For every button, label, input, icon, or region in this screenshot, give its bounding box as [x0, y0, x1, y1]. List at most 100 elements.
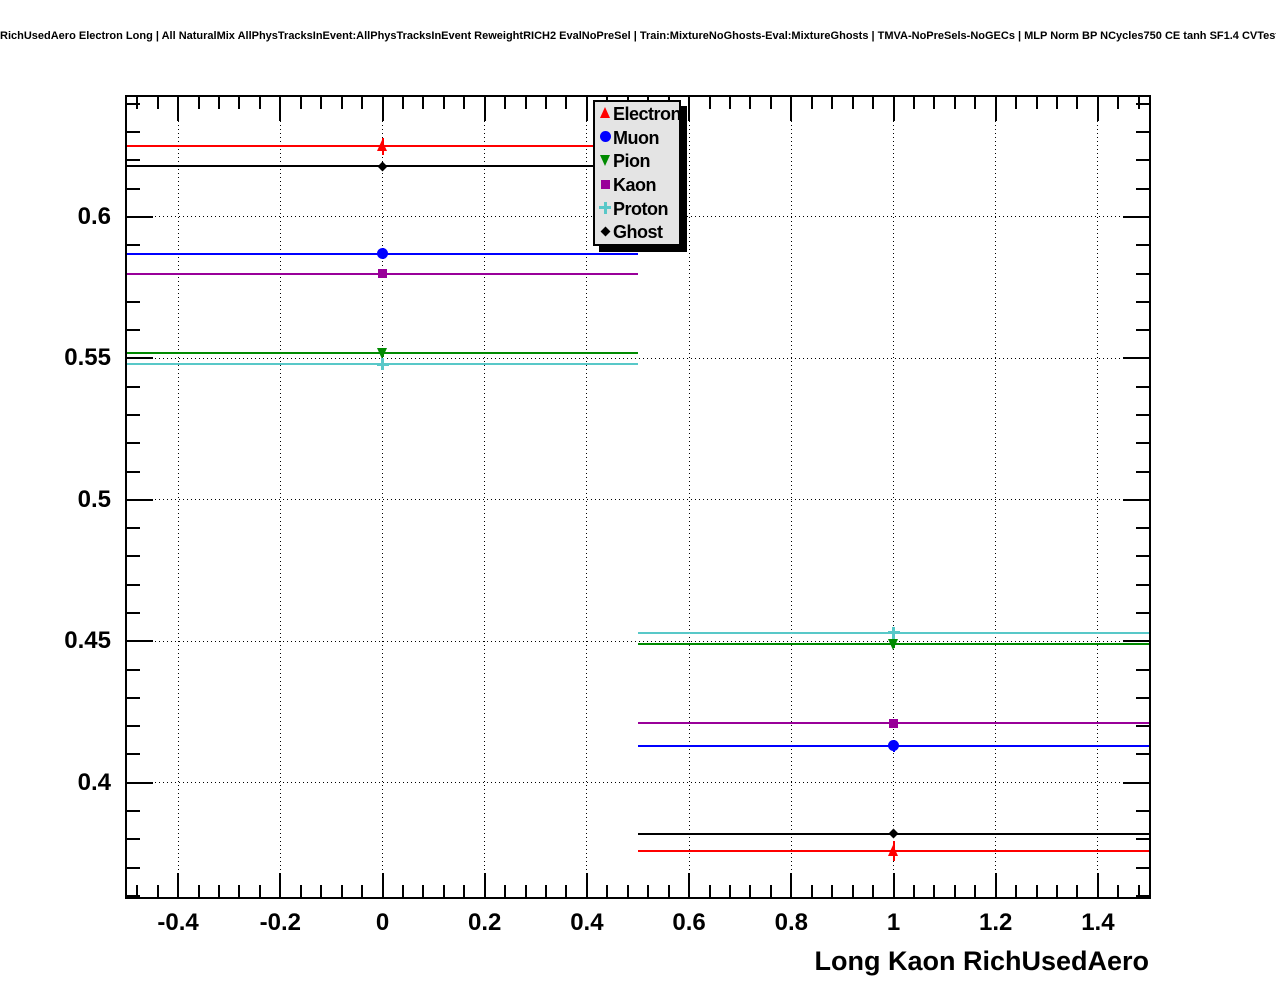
x-tick-minor [299, 885, 302, 897]
x-tick-minor [728, 885, 731, 897]
gridline-y [127, 357, 1149, 359]
y-tick-minor [1136, 838, 1149, 841]
x-tick-minor [238, 885, 241, 897]
legend-label-kaon: Kaon [613, 174, 657, 195]
gridline-x [995, 97, 997, 897]
x-tick-minor [136, 885, 139, 897]
y-tick-minor [1136, 470, 1149, 473]
x-tick-major [381, 97, 384, 121]
marker-proton-bin0-vbar [381, 358, 384, 371]
marker-pion-bin1 [888, 639, 898, 651]
x-tick-label: 0.4 [570, 909, 604, 936]
x-tick-major [790, 97, 793, 121]
y-tick-minor [1136, 725, 1149, 728]
x-tick-minor [504, 97, 507, 109]
marker-proton-bin1-vbar [892, 626, 895, 639]
x-tick-minor [708, 97, 711, 109]
x-tick-minor [606, 885, 609, 897]
marker-proton-bin0 [376, 358, 389, 371]
x-tick-minor [463, 97, 466, 109]
gridline-y [127, 782, 1149, 784]
y-tick-minor [1136, 611, 1149, 614]
y-tick-minor [127, 300, 140, 303]
legend-marker-electron [599, 106, 610, 118]
x-tick-minor [872, 885, 875, 897]
x-tick-minor [912, 97, 915, 109]
y-tick-minor [127, 696, 140, 699]
x-tick-minor [504, 885, 507, 897]
x-tick-minor [361, 97, 364, 109]
x-tick-label: -0.4 [157, 909, 199, 936]
y-tick-minor [127, 810, 140, 812]
y-tick-minor [127, 527, 140, 530]
x-tick-minor [565, 97, 568, 109]
y-tick-minor [127, 102, 140, 105]
legend-marker-pion [599, 155, 610, 167]
x-tick-minor [728, 97, 731, 109]
x-tick-minor [524, 885, 527, 897]
x-tick-minor [1035, 885, 1038, 897]
legend-item-ghost: Ghost [595, 220, 679, 244]
gridline-x [790, 97, 792, 897]
x-tick-minor [238, 97, 241, 109]
x-tick-major [177, 873, 180, 897]
x-tick-minor [974, 885, 977, 897]
y-tick-minor [1136, 866, 1149, 869]
cross-icon [598, 197, 613, 221]
x-tick-minor [156, 885, 159, 897]
y-tick-minor [127, 668, 140, 671]
diamond-icon [598, 220, 613, 244]
x-tick-major [994, 97, 997, 121]
legend-box: Electron Muon Pion Kaon Proton Ghost [593, 100, 682, 246]
x-tick-major [688, 97, 691, 121]
y-tick-major [127, 640, 153, 643]
x-tick-minor [1056, 97, 1059, 109]
x-tick-minor [156, 97, 159, 109]
legend-marker-kaon [600, 179, 610, 189]
x-tick-minor [1117, 97, 1120, 109]
y-tick-minor [127, 187, 140, 190]
y-tick-major [127, 781, 153, 784]
x-tick-major [892, 97, 895, 121]
x-tick-minor [1015, 885, 1018, 897]
x-tick-minor [401, 97, 404, 109]
x-tick-major [892, 873, 895, 897]
x-tick-minor [422, 97, 425, 109]
x-tick-minor [953, 885, 956, 897]
gridline-x [382, 97, 383, 897]
marker-kaon-bin1 [889, 718, 898, 728]
y-tick-minor [127, 866, 140, 869]
legend-marker-ghost [600, 226, 610, 237]
x-tick-minor [442, 885, 445, 897]
legend-marker-proton [599, 201, 611, 214]
x-tick-major [790, 873, 793, 897]
x-tick-minor [1035, 97, 1038, 109]
x-tick-minor [217, 97, 220, 109]
x-axis-title: Long Kaon RichUsedAero [814, 946, 1149, 976]
y-tick-minor [127, 244, 140, 247]
gridline-x [586, 97, 588, 897]
y-tick-label: 0.6 [77, 202, 111, 230]
x-tick-label: 0 [375, 909, 390, 936]
x-tick-label: 1 [886, 909, 901, 936]
y-tick-minor [1136, 555, 1149, 558]
x-tick-label: 1.4 [1081, 909, 1115, 936]
x-tick-minor [1137, 885, 1140, 897]
y-tick-label: 0.4 [77, 768, 111, 796]
y-tick-minor [1136, 385, 1149, 388]
x-tick-minor [749, 97, 752, 109]
x-tick-minor [851, 885, 854, 897]
y-tick-minor [127, 583, 140, 586]
x-tick-minor [626, 885, 629, 897]
y-tick-minor [127, 725, 140, 728]
y-tick-minor [127, 555, 140, 558]
x-tick-label: 0.6 [672, 909, 706, 936]
marker-muon-bin1 [888, 740, 899, 752]
legend-marker-muon [599, 131, 611, 143]
x-tick-major [688, 873, 691, 897]
x-tick-minor [912, 885, 915, 897]
marker-electron-bin0 [377, 140, 387, 152]
x-tick-label: 0.8 [774, 909, 808, 936]
x-tick-major [483, 97, 486, 121]
x-tick-label: 0.2 [468, 909, 502, 936]
